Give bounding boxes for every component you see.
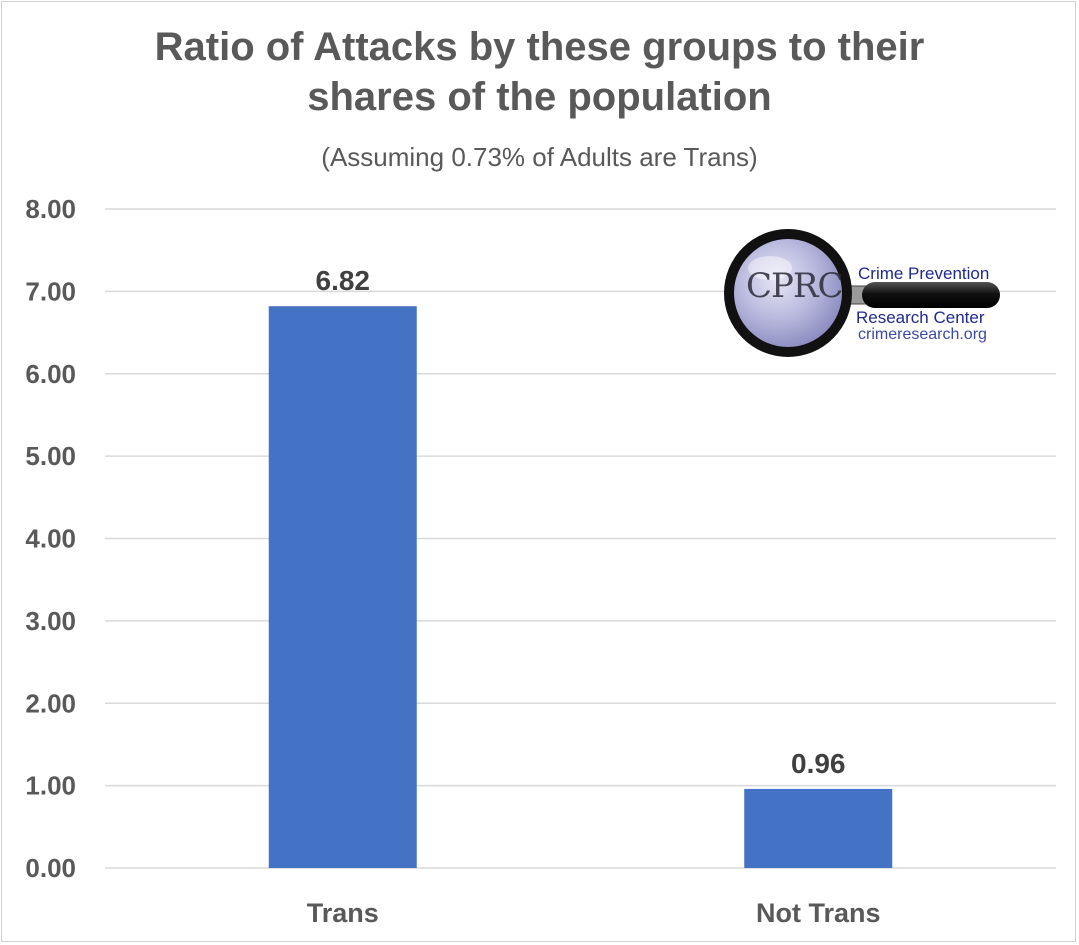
y-tick-label: 7.00 (25, 276, 76, 306)
y-tick-label: 1.00 (25, 771, 76, 801)
logo-name-line-2: Research Center (856, 308, 985, 327)
x-tick-label: Not Trans (756, 898, 881, 928)
x-tick-label: Trans (307, 898, 379, 928)
x-axis-ticks: Trans Not Trans (307, 898, 881, 928)
magnifying-glass-icon (724, 229, 1000, 357)
logo-name-line-1: Crime Prevention (858, 264, 990, 283)
logo-website: crimeresearch.org (858, 326, 987, 343)
data-label: 0.96 (791, 748, 846, 779)
y-tick-label: 3.00 (25, 606, 76, 636)
chart-title-line-1: Ratio of Attacks by these groups to thei… (154, 25, 925, 69)
y-axis-ticks: 0.00 1.00 2.00 3.00 4.00 5.00 6.00 7.00 8.00 (25, 194, 76, 883)
y-tick-label: 6.00 (25, 359, 76, 389)
y-tick-label: 0.00 (25, 853, 76, 883)
data-labels: 6.82 0.96 (316, 265, 846, 779)
y-tick-label: 5.00 (25, 441, 76, 471)
chart-title: Ratio of Attacks by these groups to thei… (0, 22, 1079, 122)
chart-title-line-2: shares of the population (307, 75, 772, 119)
data-label: 6.82 (316, 265, 371, 296)
y-tick-label: 2.00 (25, 688, 76, 718)
bar (744, 788, 893, 868)
cprc-logo: CPRC Crime Prevention Research Center cr… (722, 226, 1022, 362)
grid-lines (105, 208, 1056, 869)
y-tick-label: 4.00 (25, 524, 76, 554)
bars (268, 306, 893, 868)
bar (268, 306, 417, 868)
logo-emblem-text: CPRC (746, 266, 844, 306)
chart-subtitle: (Assuming 0.73% of Adults are Trans) (321, 142, 758, 172)
y-tick-label: 8.00 (25, 194, 76, 224)
